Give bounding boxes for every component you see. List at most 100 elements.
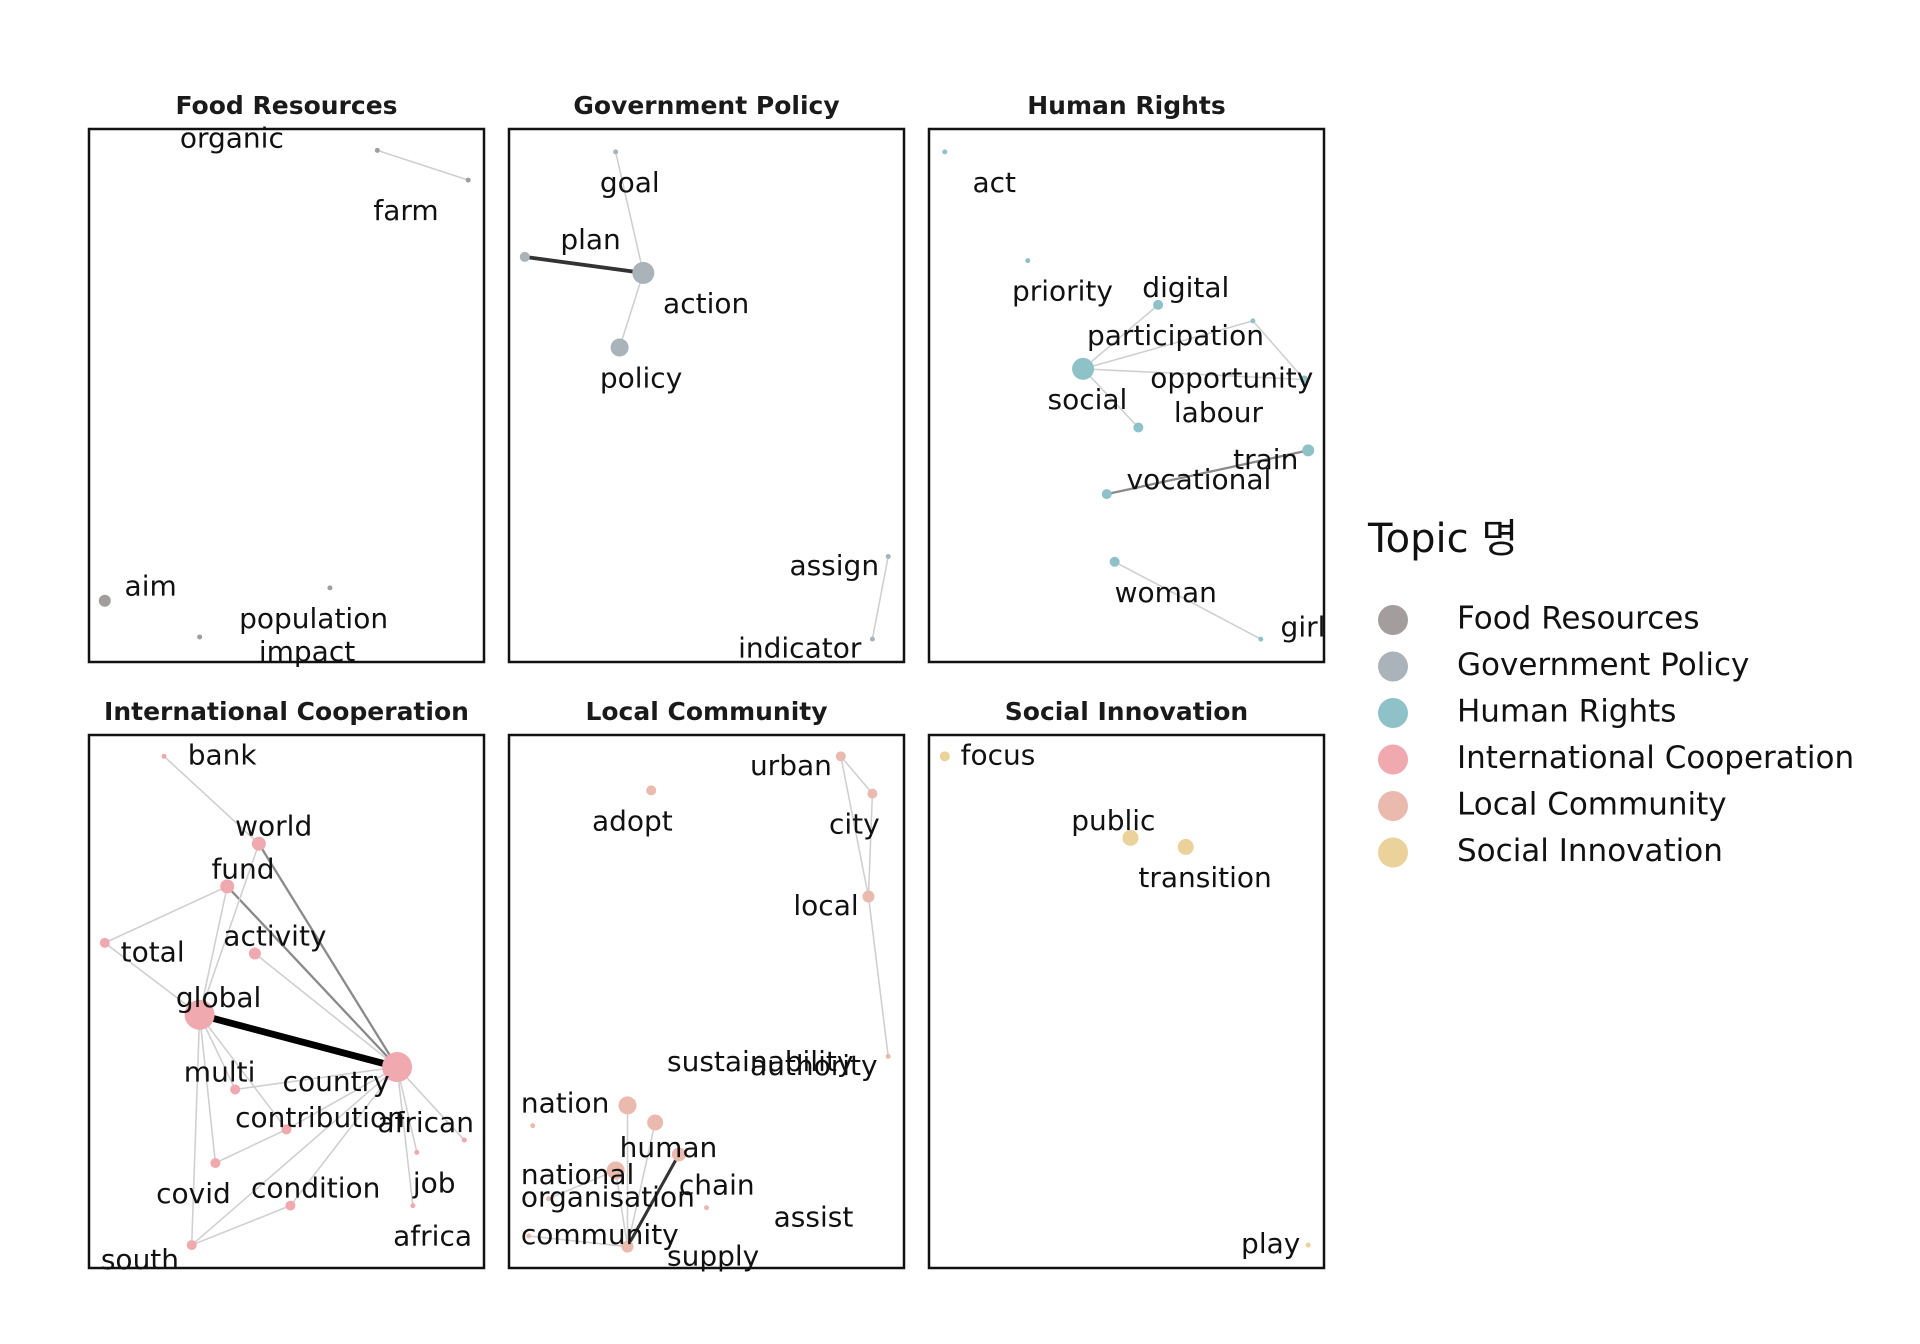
legend-item-human-rights: Human Rights [1378, 694, 1676, 730]
label-organisation: organisation [521, 1181, 695, 1214]
label-urban: urban [750, 749, 832, 782]
edge-local-authority [867, 895, 889, 1058]
facet-title: International Cooperation [104, 697, 469, 726]
facet-local-community: Local Community urban adopt city local author… [507, 697, 906, 1272]
panel-border [507, 127, 906, 664]
edge-social-labour [1082, 368, 1140, 429]
node-assist [704, 1205, 709, 1211]
edge-fund-country [226, 885, 399, 1069]
node-bank [161, 753, 167, 759]
node-adopt [646, 785, 657, 796]
label-population: population [239, 602, 388, 635]
facet-title: Government Policy [573, 91, 839, 120]
legend-swatch [1378, 651, 1408, 682]
node-social [1072, 357, 1095, 380]
edge-national-organisation [547, 1169, 617, 1200]
label-activity: activity [223, 920, 326, 953]
legend-item-government-policy: Government Policy [1378, 647, 1749, 683]
label-participation: participation [1087, 319, 1264, 352]
label-world: world [235, 810, 312, 843]
edge-bank-world [163, 755, 260, 845]
edges [104, 755, 466, 1246]
node-global [184, 999, 215, 1030]
edge-country-african [396, 1066, 466, 1141]
node-condition [285, 1200, 296, 1211]
node-multi [230, 1084, 241, 1095]
facet-international-cooperation: International Cooperation bank world fund to… [87, 697, 486, 1276]
node-local [862, 890, 875, 903]
label-woman: woman [1115, 576, 1217, 609]
edge-global-contribution [198, 1014, 288, 1131]
edge-assign-indicator [871, 555, 889, 640]
node-action [632, 261, 655, 284]
edge-social-opportunity [1082, 368, 1306, 381]
label-nation: nation [521, 1086, 610, 1119]
label-bank: bank [188, 738, 258, 771]
label-priority: priority [1012, 275, 1113, 308]
edge-opportunity-participation [1252, 320, 1306, 381]
edge-country-south [190, 1066, 398, 1246]
label-african: african [377, 1106, 474, 1139]
legend-swatch [1378, 698, 1408, 728]
nodes [99, 753, 467, 1251]
label-community: community [521, 1218, 679, 1251]
legend-swatch [1378, 837, 1408, 868]
legend-label: Local Community [1457, 787, 1727, 823]
node-world [251, 836, 266, 851]
label-opportunity: opportunity [1150, 362, 1313, 395]
label-city: city [829, 808, 880, 841]
facet-title: Human Rights [1027, 91, 1226, 120]
label-adopt: adopt [592, 804, 673, 837]
edge-vocational-train [1105, 449, 1310, 496]
label-labour: labour [1174, 396, 1264, 429]
edge-global-covid [198, 1014, 217, 1164]
node-african [461, 1137, 467, 1143]
edge-global-south [190, 1014, 201, 1246]
edge-south-condition [190, 1204, 292, 1246]
panel-border [927, 127, 1326, 664]
label-global: global [176, 981, 261, 1014]
node-national [606, 1161, 625, 1180]
node-indicator [869, 636, 875, 642]
label-supply: supply [667, 1239, 759, 1272]
label-public: public [1071, 804, 1155, 837]
label-condition: condition [251, 1172, 380, 1205]
panel-border [507, 733, 906, 1270]
panel-border [927, 733, 1326, 1270]
label-transition: transition [1138, 861, 1271, 894]
node-girl [1258, 636, 1264, 642]
label-social: social [1048, 383, 1128, 416]
legend-label: Human Rights [1457, 694, 1676, 730]
nodes [939, 751, 1311, 1248]
edges [1082, 304, 1310, 640]
node-opportunity [1300, 375, 1309, 384]
nodes [98, 147, 471, 640]
node-vocational [1101, 489, 1112, 500]
edges [376, 149, 469, 181]
edge-woman-girl [1113, 561, 1262, 640]
edge-plan-action [522, 255, 646, 275]
edge-community-supply [527, 1235, 629, 1248]
node-authority [885, 1053, 891, 1059]
label-goal: goal [600, 166, 660, 199]
label-indicator: indicator [738, 632, 862, 665]
facet-government-policy: Government Policy goal plan action policy ass… [507, 91, 906, 665]
node-organic [374, 147, 380, 153]
node-contribution [281, 1124, 292, 1135]
legend-label: Government Policy [1457, 647, 1749, 683]
node-aim [98, 594, 111, 607]
facet-title: Social Innovation [1005, 697, 1248, 726]
node-human [647, 1114, 664, 1131]
facet-title: Food Resources [175, 91, 397, 120]
edge-fund-global [198, 885, 229, 1016]
legend-swatch [1378, 791, 1408, 821]
legend: Topic 명 Food Resources Government Policy H… [1367, 516, 1854, 869]
edge-urban-local [840, 755, 870, 898]
edges [522, 151, 889, 640]
edge-urban-city [840, 755, 874, 795]
legend-swatch [1378, 744, 1408, 775]
edge-global-country [196, 1011, 401, 1071]
label-action: action [663, 287, 749, 320]
